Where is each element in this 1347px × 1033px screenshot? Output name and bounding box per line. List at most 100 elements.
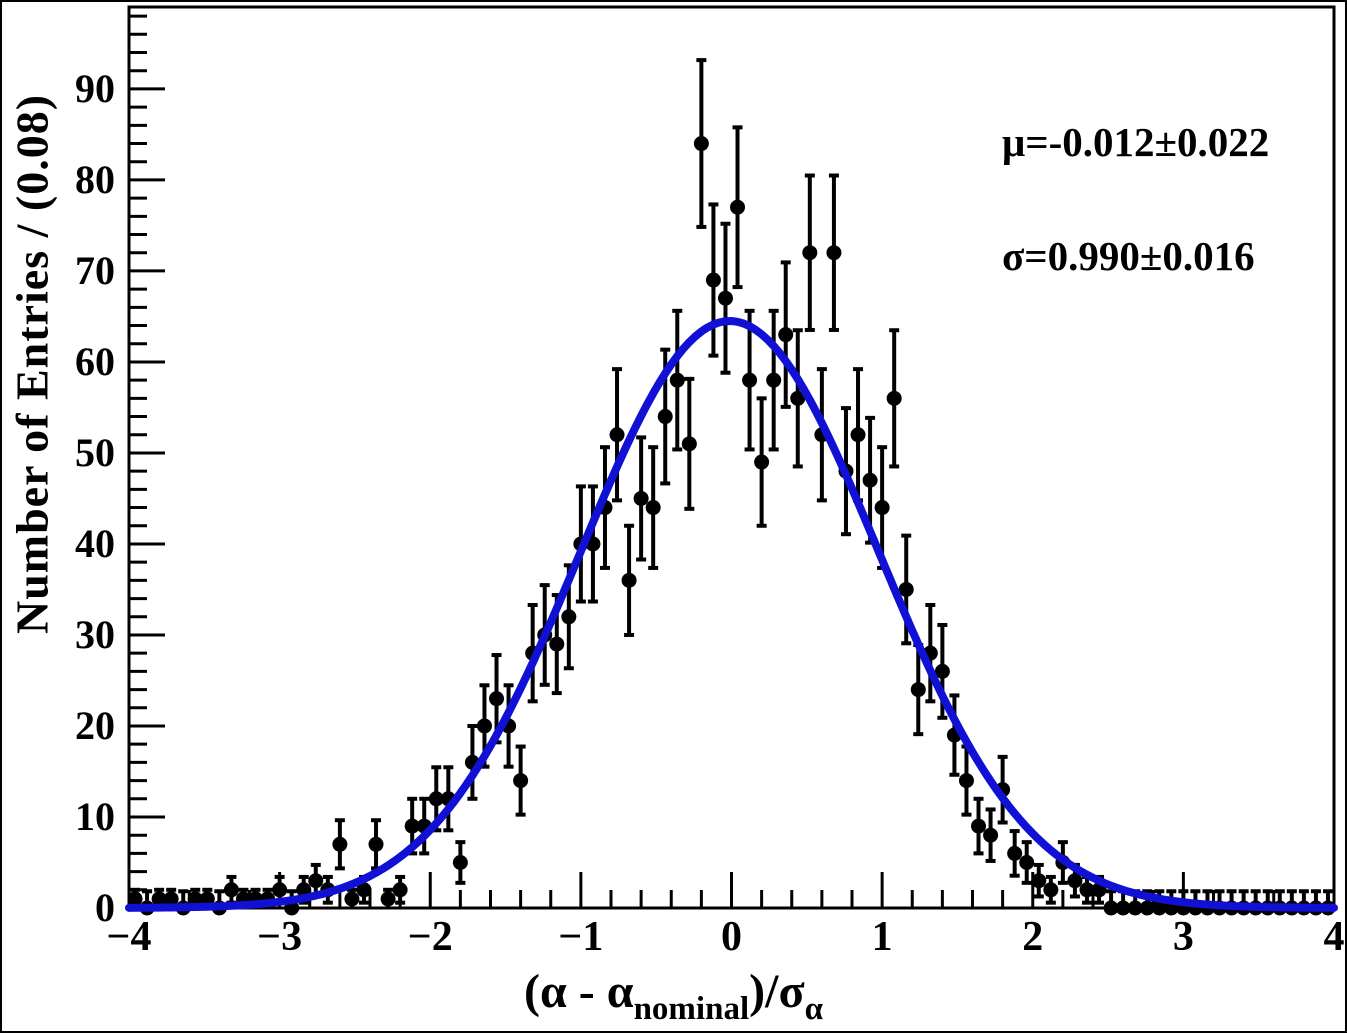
data-point <box>513 744 529 817</box>
marker <box>717 290 733 306</box>
data-point <box>609 367 625 503</box>
marker <box>1019 854 1035 870</box>
data-point <box>452 840 468 885</box>
data-point <box>464 723 480 801</box>
marker <box>910 682 926 698</box>
marker <box>187 891 203 907</box>
marker <box>754 454 770 470</box>
marker <box>742 372 758 388</box>
data-point <box>778 260 794 409</box>
marker <box>1115 900 1131 916</box>
x-tick-label: 1 <box>872 914 893 960</box>
marker <box>561 609 577 625</box>
marker <box>404 818 420 834</box>
data-point <box>971 796 987 856</box>
data-point <box>717 221 733 375</box>
data-point <box>681 376 697 511</box>
x-axis-title: (α - αnominal)/σα <box>2 964 1345 1028</box>
marker <box>898 581 914 597</box>
marker <box>633 490 649 506</box>
marker <box>681 436 697 452</box>
marker <box>862 472 878 488</box>
y-axis-title: Number of Entries / (0.08) <box>6 93 58 635</box>
marker <box>693 136 709 152</box>
marker <box>705 272 721 288</box>
marker <box>609 427 625 443</box>
x-tick-label: 2 <box>1022 914 1043 960</box>
marker <box>356 882 372 898</box>
data-point <box>621 523 637 637</box>
data-point <box>790 328 806 469</box>
marker <box>730 199 746 215</box>
data-point <box>693 58 709 229</box>
x-axis-title-subscript-nominal: nominal <box>633 991 750 1027</box>
x-tick-label: 0 <box>721 914 742 960</box>
marker <box>934 663 950 679</box>
y-tick-label: 20 <box>75 703 115 748</box>
marker <box>645 500 661 516</box>
marker <box>452 854 468 870</box>
marker <box>826 245 842 261</box>
marker <box>163 891 179 907</box>
marker <box>223 882 239 898</box>
marker <box>1043 882 1059 898</box>
fit-curve <box>125 317 1338 912</box>
data-point <box>368 818 384 871</box>
y-tick-label: 60 <box>75 339 115 384</box>
y-tick-label: 50 <box>75 430 115 475</box>
x-tick-label: 3 <box>1173 914 1194 960</box>
y-tick-label: 0 <box>95 885 115 930</box>
marker <box>850 427 866 443</box>
marker <box>971 818 987 834</box>
y-tick-label: 30 <box>75 612 115 657</box>
marker <box>127 891 143 907</box>
data-point <box>392 874 408 905</box>
data-point <box>1296 889 1312 916</box>
data-point <box>1007 829 1023 878</box>
marker <box>272 882 288 898</box>
data-point <box>1019 840 1035 885</box>
data-point <box>633 435 649 562</box>
data-point <box>1031 862 1047 899</box>
data-point <box>645 445 661 570</box>
marker <box>380 891 396 907</box>
marker <box>790 390 806 406</box>
data-point <box>127 887 143 908</box>
marker <box>983 827 999 843</box>
x-axis-title-subscript-alpha: α <box>804 991 823 1027</box>
x-tick-label: −3 <box>257 914 302 960</box>
x-axis-title-mid: )/σ <box>749 965 805 1018</box>
data-point <box>742 308 758 452</box>
marker <box>513 773 529 789</box>
marker <box>344 891 360 907</box>
data-point <box>754 396 770 528</box>
x-tick-label: 4 <box>1324 914 1345 960</box>
x-tick-label: −1 <box>558 914 603 960</box>
marker <box>778 327 794 343</box>
x-tick-label: −2 <box>408 914 453 960</box>
marker <box>549 636 565 652</box>
data-point <box>1103 889 1119 916</box>
x-axis-title-alpha: α <box>606 965 634 1018</box>
y-tick-label: 80 <box>75 157 115 202</box>
y-tick-label: 70 <box>75 248 115 293</box>
marker <box>1007 845 1023 861</box>
marker <box>392 882 408 898</box>
fit-sigma-annotation: σ=0.990±0.016 <box>1002 233 1255 279</box>
y-tick-label: 10 <box>75 794 115 839</box>
marker <box>1031 873 1047 889</box>
marker <box>1067 873 1083 889</box>
marker <box>874 500 890 516</box>
marker <box>886 390 902 406</box>
marker <box>489 691 505 707</box>
data-point <box>380 887 396 908</box>
data-point <box>669 308 685 452</box>
marker <box>476 718 492 734</box>
data-point <box>730 125 746 290</box>
marker <box>428 791 444 807</box>
marker <box>766 372 782 388</box>
data-point <box>705 202 721 358</box>
data-point <box>139 889 155 916</box>
fit-mean-annotation: μ=-0.012±0.022 <box>1002 119 1270 165</box>
